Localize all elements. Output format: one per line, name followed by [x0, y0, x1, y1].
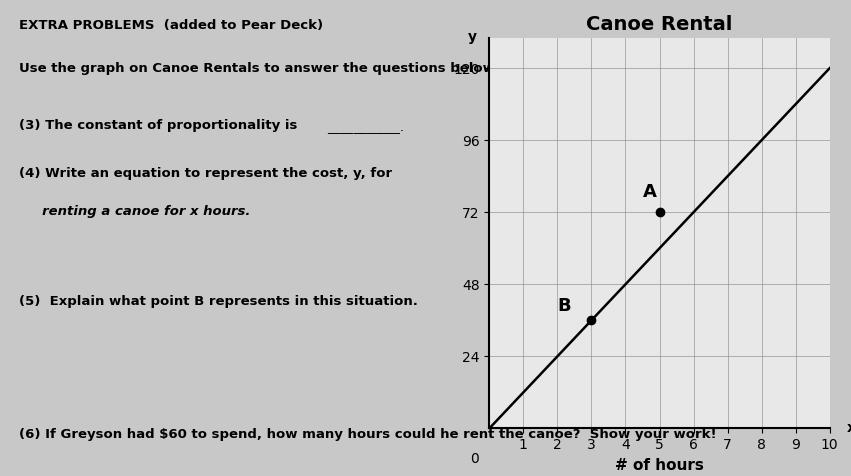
Text: (5)  Explain what point B represents in this situation.: (5) Explain what point B represents in t…: [20, 295, 418, 308]
Text: B: B: [557, 298, 571, 315]
Text: (4) Write an equation to represent the cost, y, for: (4) Write an equation to represent the c…: [20, 167, 392, 179]
Text: Use the graph on Canoe Rentals to answer the questions below.: Use the graph on Canoe Rentals to answer…: [20, 62, 500, 75]
Text: A: A: [643, 183, 656, 201]
Text: x: x: [847, 421, 851, 436]
Text: (3) The constant of proportionality is: (3) The constant of proportionality is: [20, 119, 298, 132]
Text: y: y: [468, 30, 477, 44]
Text: EXTRA PROBLEMS  (added to Pear Deck): EXTRA PROBLEMS (added to Pear Deck): [20, 19, 323, 32]
Text: ___________.: ___________.: [327, 121, 404, 134]
Text: 0: 0: [471, 452, 479, 466]
Text: (6) If Greyson had $60 to spend, how many hours could he rent the canoe?  Show y: (6) If Greyson had $60 to spend, how man…: [20, 428, 717, 441]
X-axis label: # of hours: # of hours: [615, 458, 704, 473]
Title: Canoe Rental: Canoe Rental: [586, 15, 733, 34]
Text: renting a canoe for x hours.: renting a canoe for x hours.: [20, 205, 250, 218]
